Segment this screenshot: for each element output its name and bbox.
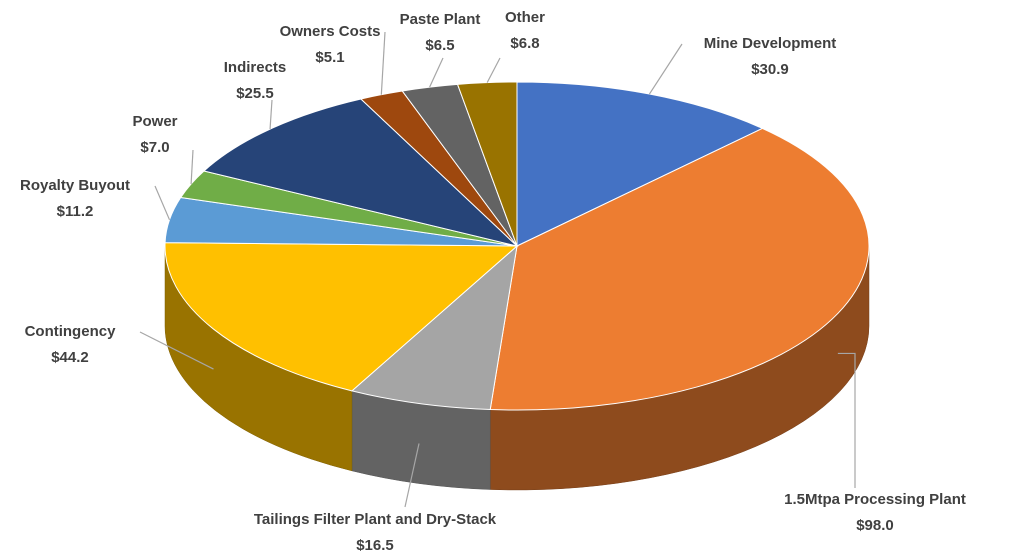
category-label: Mine Development bbox=[704, 35, 837, 52]
value-label: $98.0 bbox=[856, 517, 894, 534]
value-label: $6.8 bbox=[510, 35, 539, 52]
leader-line bbox=[269, 99, 273, 130]
category-label: Power bbox=[132, 113, 177, 130]
leader-line bbox=[404, 443, 420, 508]
value-label: $5.1 bbox=[315, 49, 344, 66]
pie-slice bbox=[164, 242, 519, 392]
leader-line bbox=[380, 31, 386, 95]
leader-line bbox=[154, 185, 171, 221]
value-label: $7.0 bbox=[140, 139, 169, 156]
pie-slice bbox=[350, 244, 518, 411]
category-label: 1.5Mtpa Processing Plant bbox=[784, 491, 966, 508]
pie-slice bbox=[489, 127, 870, 411]
leader-line bbox=[190, 149, 194, 185]
value-label: $25.5 bbox=[236, 85, 274, 102]
leader-line bbox=[837, 352, 856, 488]
category-label: Other bbox=[505, 9, 545, 26]
category-label: Indirects bbox=[224, 59, 287, 76]
pie-slice bbox=[516, 81, 764, 247]
pie-slice bbox=[202, 98, 519, 247]
value-label: $11.2 bbox=[57, 203, 94, 220]
category-label: Contingency bbox=[25, 323, 116, 340]
leader-line bbox=[648, 43, 683, 95]
value-label: $30.9 bbox=[751, 61, 789, 78]
pie-slice bbox=[456, 81, 518, 247]
leader-line bbox=[486, 57, 501, 83]
category-label: Owners Costs bbox=[280, 23, 381, 40]
value-label: $44.2 bbox=[51, 349, 89, 366]
value-label: $16.5 bbox=[356, 537, 394, 551]
category-label: Paste Plant bbox=[400, 11, 481, 28]
value-label: $6.5 bbox=[425, 37, 454, 54]
leader-line bbox=[429, 57, 444, 88]
category-label: Royalty Buyout bbox=[20, 177, 130, 194]
leader-line bbox=[139, 331, 214, 370]
category-label: Tailings Filter Plant and Dry-Stack bbox=[254, 511, 497, 528]
